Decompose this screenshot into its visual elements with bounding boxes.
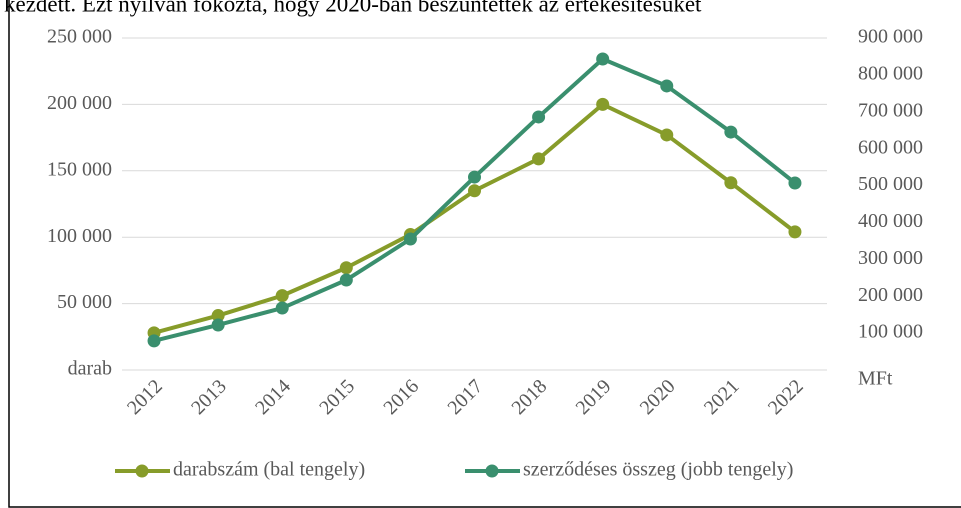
point <box>339 261 353 275</box>
x-tick-label: 2019 <box>572 375 616 419</box>
x-tick-label: 2018 <box>508 375 552 419</box>
y2-tick-label: 700 000 <box>858 99 923 121</box>
y-tick-label: 150 000 <box>47 158 112 180</box>
point <box>468 184 481 198</box>
point <box>724 125 738 139</box>
point <box>532 152 546 166</box>
y2-tick-label: 300 000 <box>858 247 923 269</box>
frame <box>8 0 961 508</box>
point <box>788 176 802 190</box>
x-tick-label: 2013 <box>187 375 231 419</box>
x-tick-label: 2014 <box>251 375 295 419</box>
point <box>275 289 289 303</box>
y2-tick-label: 600 000 <box>858 136 923 158</box>
point <box>788 225 802 239</box>
point <box>660 79 674 93</box>
y-tick-label: 100 000 <box>47 225 112 247</box>
y2-tick-label: 900 000 <box>858 26 923 48</box>
y2-tick-label: 100 000 <box>858 321 923 343</box>
point <box>596 97 610 111</box>
x-tick-label: 2016 <box>379 375 423 419</box>
series-line <box>153 102 797 335</box>
y2-tick-label: 200 000 <box>858 284 923 306</box>
y-tick-label: 200 000 <box>47 92 112 114</box>
y-tick-label: 250 000 <box>47 26 112 48</box>
y-tick-label: darab <box>68 358 112 380</box>
y-tick-label: 50 000 <box>57 291 112 313</box>
x-tick-label: 2015 <box>315 375 359 419</box>
point <box>468 170 481 184</box>
point <box>403 232 417 246</box>
point <box>532 110 546 124</box>
x-tick-label: 2021 <box>700 375 744 419</box>
point <box>339 273 353 287</box>
point <box>211 309 225 323</box>
legend-marker <box>485 464 499 478</box>
y2-tick-label: MFt <box>858 368 893 390</box>
legend-label: szerződéses összeg (jobb tengely) <box>523 459 793 481</box>
point <box>211 318 225 332</box>
y2-tick-label: 800 000 <box>858 62 923 84</box>
y2-tick-label: 500 000 <box>858 173 923 195</box>
point <box>660 128 674 142</box>
x-tick-label: 2012 <box>123 375 167 419</box>
point <box>275 301 289 315</box>
caption: kezdett. Ezt nyilván fokozta, hogy 2020-… <box>4 0 702 16</box>
legend-marker <box>135 464 149 478</box>
point <box>147 334 161 348</box>
point <box>596 52 610 66</box>
x-tick-label: 2017 <box>443 375 487 419</box>
y2-tick-label: 400 000 <box>858 210 923 232</box>
x-tick-label: 2022 <box>764 375 808 419</box>
point <box>724 176 738 190</box>
series-line <box>153 57 797 343</box>
x-tick-label: 2020 <box>636 375 680 419</box>
legend-label: darabszám (bal tengely) <box>173 459 365 481</box>
